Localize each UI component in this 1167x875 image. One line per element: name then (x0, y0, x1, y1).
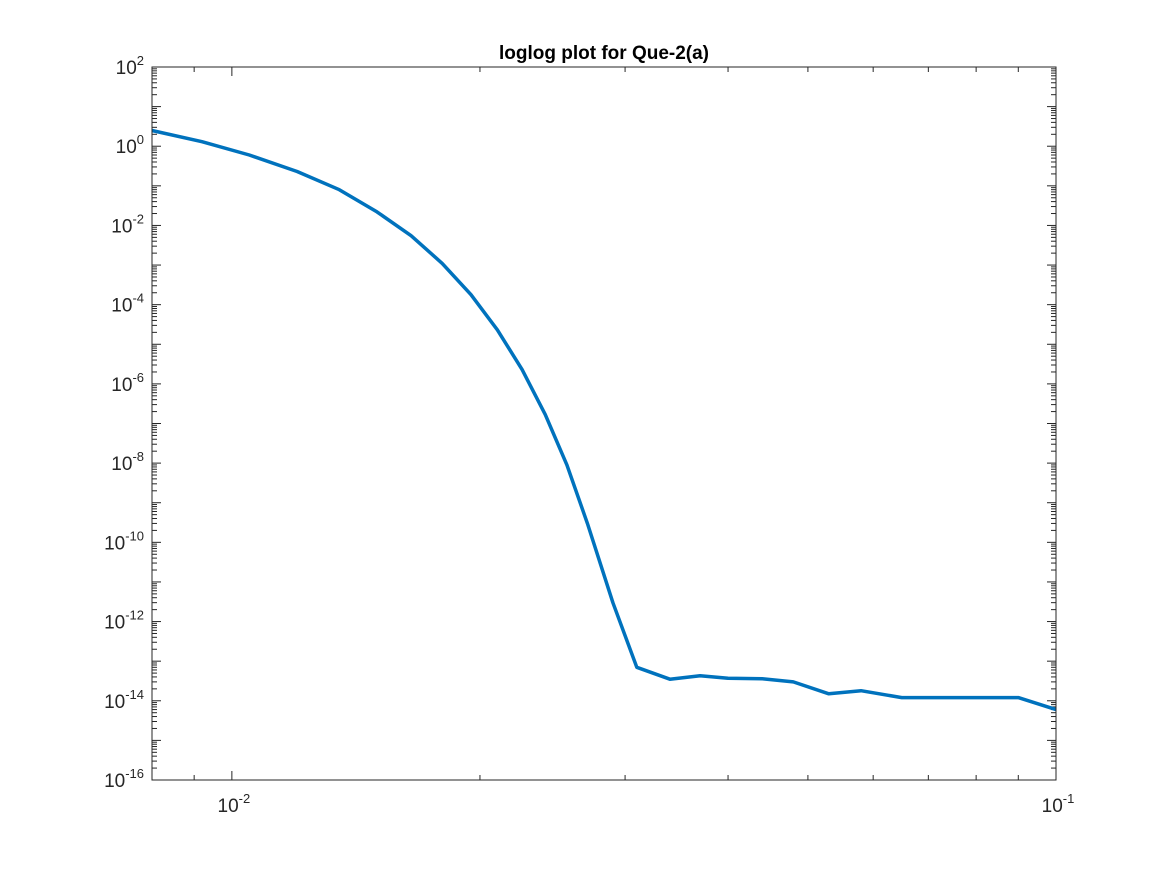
axes-box (151, 66, 1057, 781)
series-layer (151, 128, 1057, 712)
x-tick-label: 10-2 (218, 791, 251, 817)
y-tick-label: 10-2 (111, 211, 144, 237)
y-tick-label: 10-16 (104, 766, 144, 792)
chart-title: loglog plot for Que-2(a) (499, 43, 709, 64)
y-tick-label: 10-12 (104, 608, 144, 634)
series-line (151, 128, 1057, 712)
x-tick-label: 10-1 (1042, 791, 1075, 817)
y-tick-label: 102 (116, 53, 144, 79)
y-tick-label: 10-6 (111, 370, 144, 396)
y-tick-label: 10-8 (111, 449, 144, 475)
ticks-layer (152, 66, 1057, 781)
y-tick-label: 10-10 (104, 528, 144, 554)
y-tick-label: 10-4 (111, 291, 144, 317)
y-tick-label: 100 (116, 132, 144, 158)
y-tick-label: 10-14 (104, 687, 144, 713)
tick-labels-layer: 102 100 10-2 10-4 10-6 10-8 10-10 10-12 10-14 10-… (104, 53, 1074, 817)
